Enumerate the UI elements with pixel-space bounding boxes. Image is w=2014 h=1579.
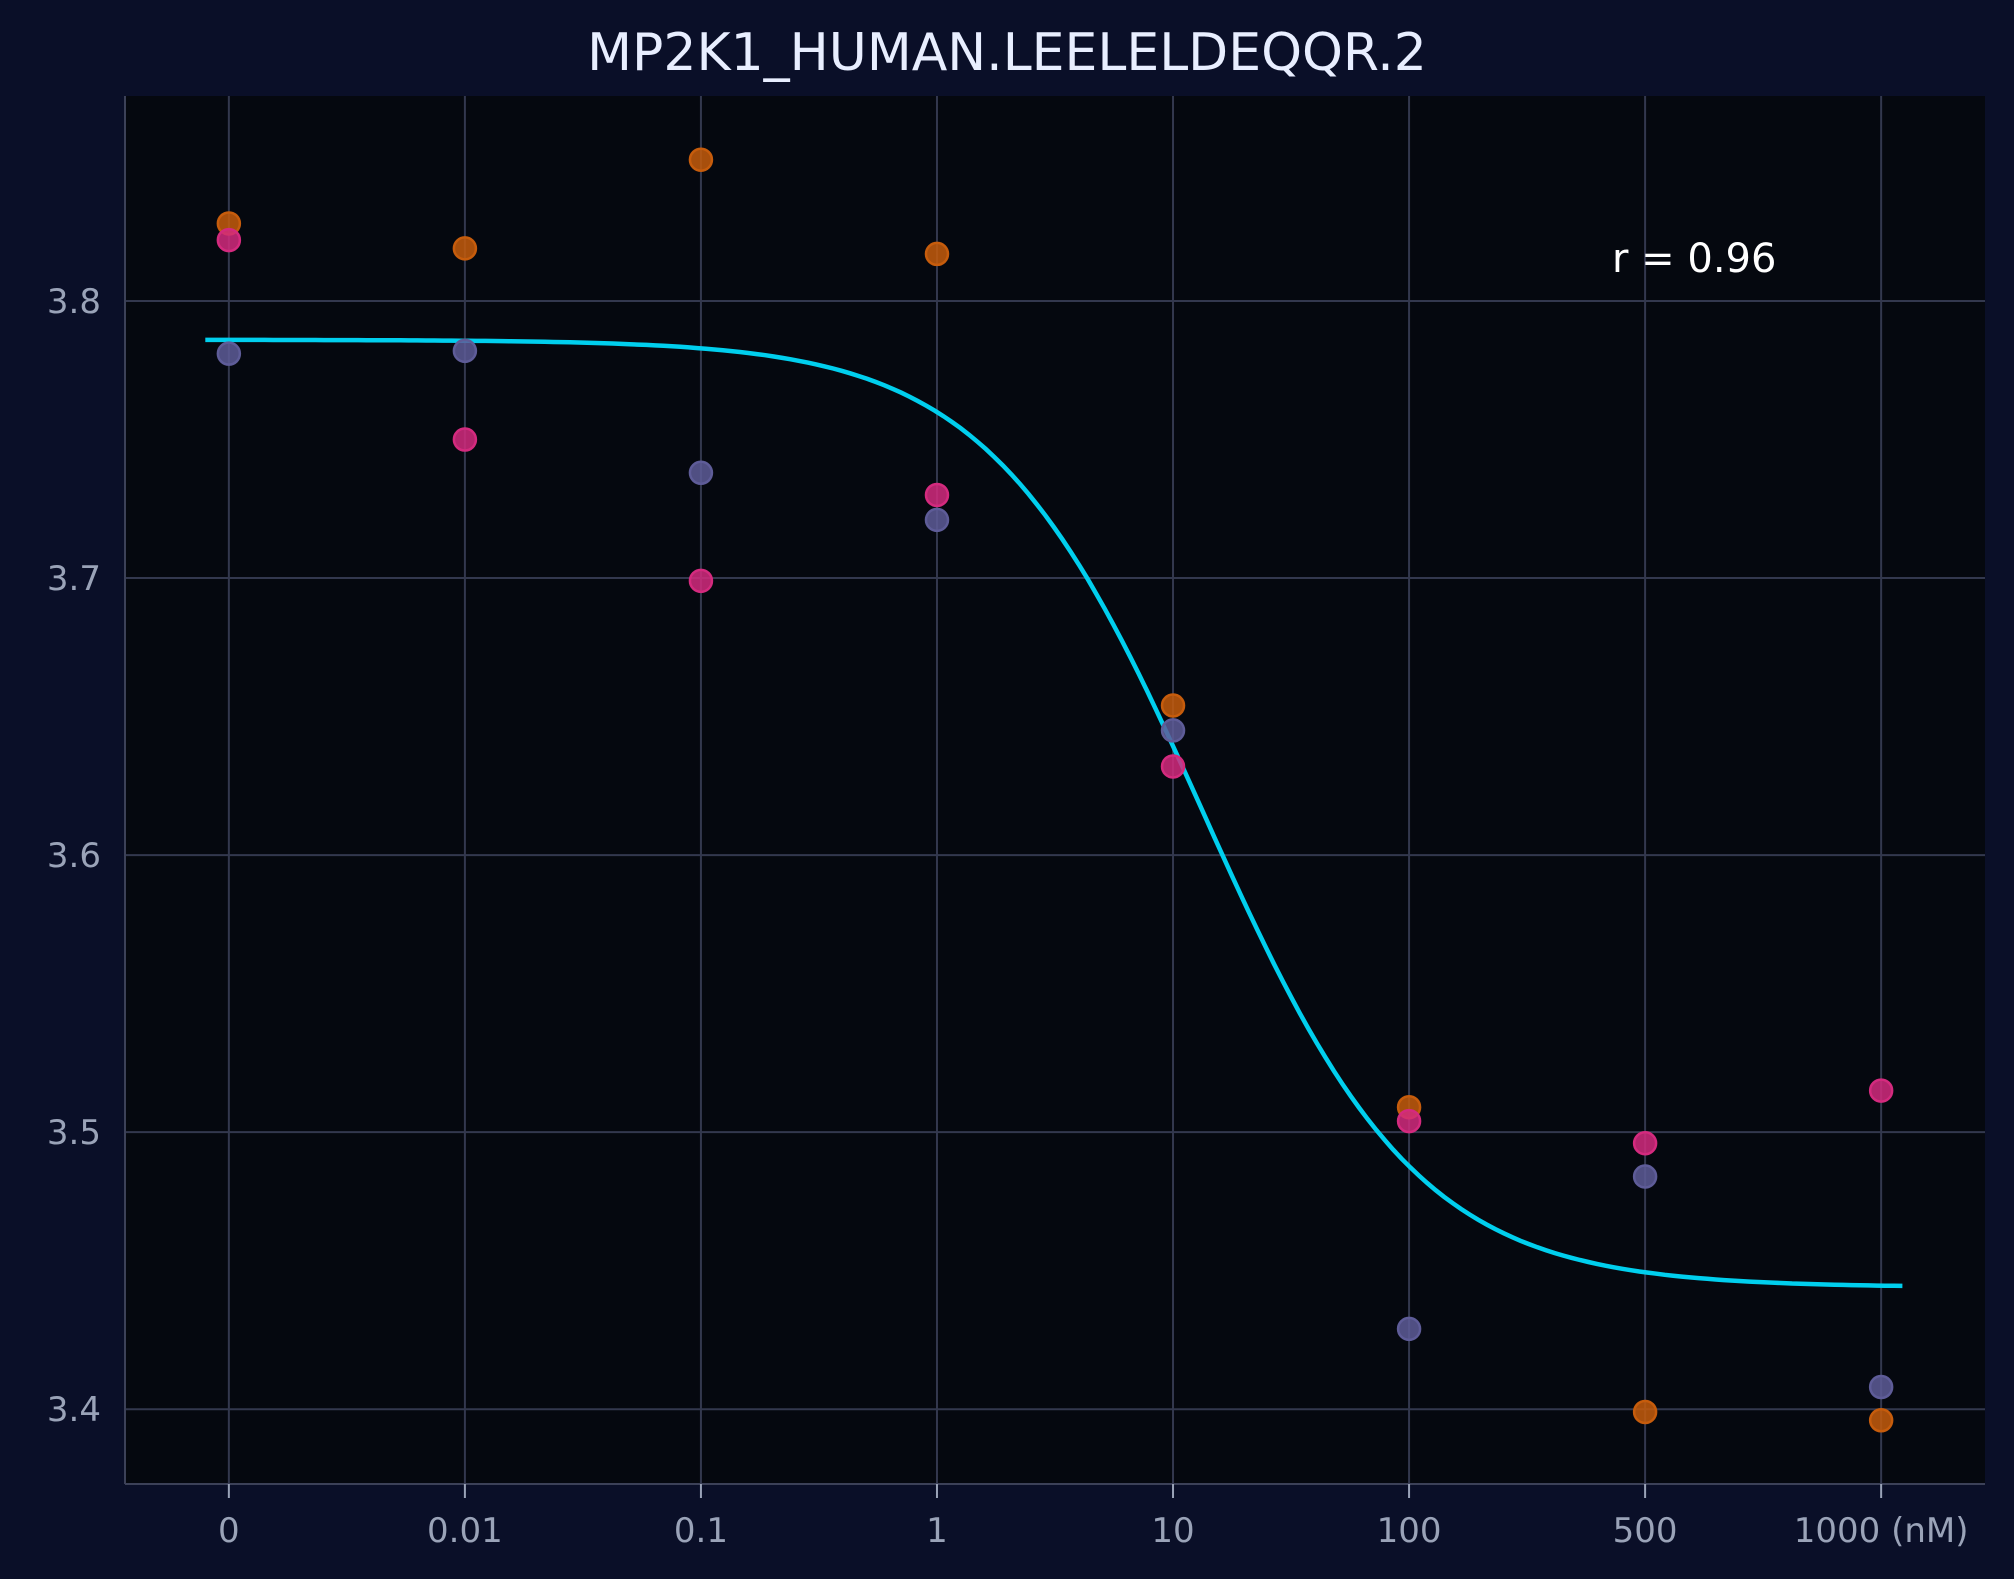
data-point-replicate-pink [1868, 1078, 1894, 1103]
data-point-replicate-pink [924, 482, 950, 508]
data-point-replicate-pink [1160, 754, 1186, 779]
x-tick-label: 0.1 [674, 1511, 728, 1551]
x-tick-label: 1 [926, 1511, 948, 1551]
data-points [216, 147, 1894, 1433]
data-point-replicate-orange [924, 241, 950, 267]
x-tick-label: 500 [1613, 1511, 1678, 1551]
data-point-replicate-purple [1632, 1164, 1658, 1189]
data-point-replicate-purple [216, 341, 242, 366]
fit-curve-group [205, 337, 1903, 1289]
data-point-replicate-orange [1868, 1408, 1894, 1433]
data-point-replicate-orange [1160, 693, 1186, 718]
data-point-replicate-purple [1160, 718, 1186, 743]
data-point-replicate-purple [924, 507, 950, 533]
correlation-annotation: r = 0.96 [1612, 236, 1776, 282]
y-axis-ticks: 3.4 3.5 3.6 3.7 3.8 [47, 282, 101, 1430]
data-point-replicate-purple [1868, 1374, 1894, 1400]
y-tick-label: 3.6 [47, 836, 101, 876]
x-tick-label: 10 [1151, 1511, 1194, 1551]
data-point-replicate-pink [688, 568, 714, 594]
chart-title: MP2K1_HUMAN.LEELELDEQQR.2 [587, 23, 1427, 83]
y-tick-label: 3.7 [47, 559, 101, 599]
fit-curve [205, 337, 1903, 1289]
x-tick-label: 0.01 [427, 1511, 503, 1551]
x-tick-label: 100 [1377, 1511, 1442, 1551]
y-tick-label: 3.8 [47, 282, 101, 322]
data-point-replicate-pink [452, 427, 478, 452]
x-tick-label: 0 [218, 1511, 240, 1551]
data-point-replicate-orange [1632, 1399, 1658, 1425]
data-point-replicate-purple [688, 460, 714, 486]
x-tick-label: 1000 (nM) [1794, 1511, 1969, 1551]
grid [125, 96, 1985, 1484]
data-point-replicate-purple [1396, 1316, 1422, 1342]
data-point-replicate-orange [688, 147, 714, 172]
data-point-replicate-orange [452, 236, 478, 261]
y-tick-label: 3.4 [47, 1390, 101, 1430]
data-point-replicate-pink [1396, 1108, 1422, 1134]
x-axis-ticks: 0 0.01 0.1 1 10 100 500 1000 (nM) [218, 1484, 1969, 1551]
plot-area [125, 96, 1985, 1484]
y-tick-label: 3.5 [47, 1113, 101, 1153]
data-point-replicate-purple [452, 338, 478, 364]
data-point-replicate-pink [1632, 1130, 1658, 1156]
data-point-replicate-pink [216, 227, 242, 253]
